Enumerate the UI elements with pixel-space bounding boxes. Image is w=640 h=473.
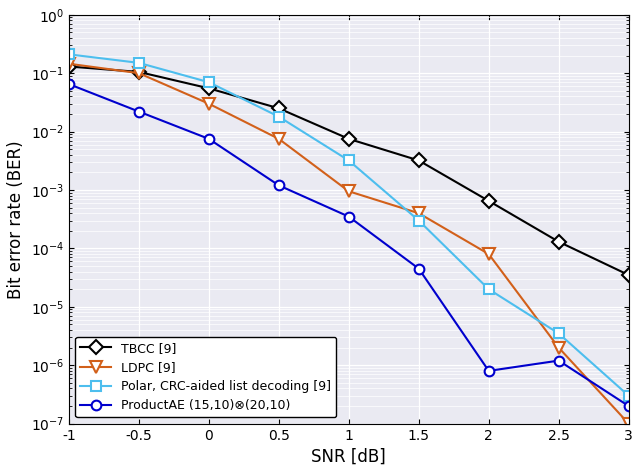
Legend: TBCC [9], LDPC [9], Polar, CRC-aided list decoding [9], ProductAE (15,10)⊗(20,10: TBCC [9], LDPC [9], Polar, CRC-aided lis… (75, 337, 337, 417)
LDPC [9] (345, 188, 353, 194)
TBCC [9] (485, 198, 493, 204)
TBCC [9] (275, 105, 283, 111)
TBCC [9] (65, 64, 73, 70)
Polar, CRC-aided list decoding [9] (205, 79, 212, 85)
Polar, CRC-aided list decoding [9] (415, 218, 422, 223)
Polar, CRC-aided list decoding [9] (485, 286, 493, 292)
Line: LDPC [9]: LDPC [9] (63, 58, 634, 429)
Polar, CRC-aided list decoding [9] (555, 331, 563, 336)
TBCC [9] (135, 69, 143, 75)
TBCC [9] (555, 239, 563, 245)
TBCC [9] (345, 136, 353, 142)
Line: Polar, CRC-aided list decoding [9]: Polar, CRC-aided list decoding [9] (64, 50, 634, 401)
ProductAE (15,10)⊗(20,10) (555, 358, 563, 363)
LDPC [9] (205, 101, 212, 106)
TBCC [9] (625, 272, 632, 278)
LDPC [9] (625, 421, 632, 427)
Polar, CRC-aided list decoding [9] (135, 60, 143, 66)
LDPC [9] (415, 210, 422, 216)
ProductAE (15,10)⊗(20,10) (345, 214, 353, 219)
ProductAE (15,10)⊗(20,10) (415, 266, 422, 272)
X-axis label: SNR [dB]: SNR [dB] (312, 448, 386, 466)
ProductAE (15,10)⊗(20,10) (135, 109, 143, 114)
Polar, CRC-aided list decoding [9] (275, 114, 283, 120)
ProductAE (15,10)⊗(20,10) (275, 183, 283, 188)
Polar, CRC-aided list decoding [9] (65, 52, 73, 57)
Polar, CRC-aided list decoding [9] (625, 393, 632, 399)
TBCC [9] (415, 158, 422, 163)
LDPC [9] (65, 61, 73, 67)
ProductAE (15,10)⊗(20,10) (205, 136, 212, 142)
LDPC [9] (555, 345, 563, 350)
Polar, CRC-aided list decoding [9] (345, 158, 353, 163)
Line: TBCC [9]: TBCC [9] (64, 61, 634, 280)
TBCC [9] (205, 86, 212, 91)
ProductAE (15,10)⊗(20,10) (485, 368, 493, 374)
ProductAE (15,10)⊗(20,10) (65, 81, 73, 87)
Line: ProductAE (15,10)⊗(20,10): ProductAE (15,10)⊗(20,10) (64, 79, 634, 411)
LDPC [9] (275, 136, 283, 142)
Y-axis label: Bit error rate (BER): Bit error rate (BER) (7, 140, 25, 298)
LDPC [9] (485, 251, 493, 257)
LDPC [9] (135, 70, 143, 76)
ProductAE (15,10)⊗(20,10) (625, 403, 632, 409)
